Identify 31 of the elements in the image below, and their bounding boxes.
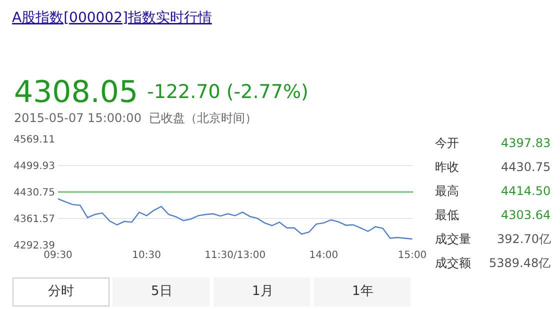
y-tick-label: 4430.75 [14,188,55,198]
x-tick-label: 14:00 [309,250,338,261]
text: 今开 [435,136,459,150]
text: 2015-05-07 15:00:00 已收盘（北京时间） [14,111,258,125]
text: 成交额 [435,256,471,270]
text: 最高 [435,184,459,198]
text: -122.70 (-2.77%) [147,81,308,103]
text: 4430.75 [501,160,551,174]
y-tick-label: 4292.39 [14,240,55,252]
y-tick-label: 4499.93 [14,161,55,172]
y-tick-label: 4569.11 [14,134,55,146]
text: 昨收 [435,160,459,174]
text: 1月 [252,284,274,299]
x-tick-label: 15:00 [398,250,427,261]
text: 成交量 [435,232,471,246]
y-tick-label: 4361.57 [14,214,55,225]
x-tick-label: 10:30 [132,250,161,261]
text: 最低 [435,208,459,222]
text: 392.70亿 [497,232,551,246]
text: 5389.48亿 [489,256,551,270]
text: 4414.50 [501,184,551,198]
text: 4397.83 [501,136,551,150]
chart-title: A股指数[000002]指数实时行情 [12,10,212,26]
text: 4303.64 [501,208,551,222]
x-tick-label: 09:30 [44,250,72,261]
text: 4308.05 [14,75,138,110]
text: 1年 [352,284,374,299]
text: 5日 [151,284,172,299]
line-series [58,198,413,240]
text: 分时 [48,284,74,299]
x-tick-label: 11:30/13:00 [204,250,266,261]
